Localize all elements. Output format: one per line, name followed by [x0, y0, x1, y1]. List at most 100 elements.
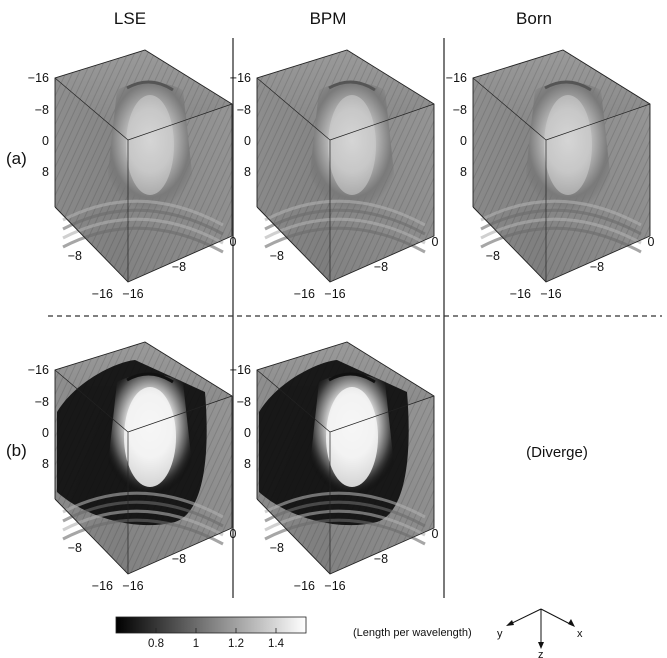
left-axis-tick-label: −16	[294, 579, 315, 593]
ripple-ring	[264, 226, 426, 254]
vertical-tick-label: −16	[446, 71, 467, 85]
vertical-tick-label: −8	[35, 395, 49, 409]
cube-edge	[256, 369, 331, 433]
beam-core	[126, 95, 174, 195]
right-axis-tick-label: −16	[540, 287, 561, 301]
left-axis-tick-label: −8	[68, 249, 82, 263]
ripple-ring	[62, 199, 224, 227]
row-label-b: (b)	[6, 441, 27, 460]
colorbar-tick-label: 1.2	[228, 638, 244, 650]
colorbar-tick-label: 1.4	[268, 638, 285, 650]
beam-top-arc	[544, 80, 592, 92]
beam-top-arc	[328, 80, 376, 92]
left-axis-tick-label: −16	[294, 287, 315, 301]
right-axis-tick-label: 0	[432, 527, 439, 541]
ripple-ring	[480, 226, 642, 254]
vertical-tick-label: 0	[460, 134, 467, 148]
left-axis-tick-label: −8	[68, 541, 82, 555]
vertical-tick-label: −16	[28, 71, 49, 85]
right-axis-tick-label: 0	[432, 235, 439, 249]
vertical-tick-label: −8	[453, 103, 467, 117]
panel-b-bpm: −16 −8 0 8 −8 −16 0 −8 −16	[230, 341, 439, 593]
cube-edge	[127, 103, 233, 141]
column-title-bpm: BPM	[310, 9, 347, 28]
right-axis-tick-label: −16	[122, 579, 143, 593]
vertical-tick-label: 0	[42, 134, 49, 148]
right-axis-tick-label: 0	[230, 235, 237, 249]
left-axis-tick-label: −8	[270, 249, 284, 263]
column-title-lse: LSE	[114, 9, 146, 28]
axis-arrow-y	[507, 608, 542, 626]
right-axis-tick-label: −16	[122, 287, 143, 301]
right-axis-tick-label: 0	[648, 235, 655, 249]
beam-top-arc	[126, 372, 174, 384]
ripple-ring	[62, 226, 224, 254]
cube-edge	[54, 77, 129, 141]
axis-label-y: y	[497, 628, 503, 640]
ripple-ring	[264, 199, 426, 227]
beam-core	[326, 387, 378, 487]
left-axis-tick-label: −8	[486, 249, 500, 263]
row-label-a: (a)	[6, 149, 27, 168]
beam-core	[544, 95, 592, 195]
cube-edge	[472, 77, 547, 141]
right-axis-tick-label: −8	[374, 260, 388, 274]
right-axis-tick-label: −8	[172, 552, 186, 566]
axis-label-x: x	[577, 628, 583, 640]
ripple-ring	[264, 491, 426, 519]
column-title-born: Born	[516, 9, 552, 28]
ripple-ring	[264, 500, 426, 528]
diverge-note: (Diverge)	[526, 444, 588, 461]
ripple-ring	[480, 199, 642, 227]
left-axis-tick-label: −16	[92, 287, 113, 301]
colorbar-tick-label: 1	[193, 638, 199, 650]
panel-b-lse: −16 −8 0 8 −8 −16 0 −8 −16	[28, 341, 237, 593]
right-axis-tick-label: −16	[324, 287, 345, 301]
vertical-tick-label: 0	[244, 426, 251, 440]
ripple-ring	[62, 500, 224, 528]
units-label: (Length per wavelength)	[353, 627, 472, 639]
beam-core	[328, 95, 376, 195]
right-axis-tick-label: −8	[172, 260, 186, 274]
ripple-ring	[264, 518, 426, 546]
vertical-tick-label: 8	[244, 457, 251, 471]
cube-edge	[127, 395, 233, 433]
cube-edge	[256, 77, 331, 141]
axis-arrow-x	[540, 608, 573, 626]
cube-edge	[329, 395, 435, 433]
axis-arrowhead-x	[568, 619, 575, 627]
ripple-ring	[264, 208, 426, 236]
cube-edge	[54, 369, 129, 433]
vertical-tick-label: −8	[237, 103, 251, 117]
panel-a-born: −16 −8 0 8 −8 −16 0 −8 −16	[446, 49, 655, 301]
beam-top-arc	[328, 372, 376, 384]
right-axis-tick-label: −16	[324, 579, 345, 593]
left-axis-tick-label: −16	[510, 287, 531, 301]
cube-edge	[545, 103, 651, 141]
vertical-tick-label: 8	[42, 165, 49, 179]
right-axis-tick-label: −8	[374, 552, 388, 566]
beam-top-arc	[126, 80, 174, 92]
axis-arrowhead-z	[538, 642, 544, 649]
colorbar: 0.8 1 1.2 1.4	[115, 616, 307, 650]
vertical-tick-label: −16	[28, 363, 49, 377]
colorbar-tick-label: 0.8	[148, 638, 164, 650]
vertical-tick-label: 0	[42, 426, 49, 440]
vertical-tick-label: 8	[42, 457, 49, 471]
left-axis-tick-label: −8	[270, 541, 284, 555]
axis-arrowhead-y	[506, 620, 514, 626]
ripple-ring	[62, 208, 224, 236]
panel-a-lse: −16 −8 0 8 −8 −16 0 −8 −16	[28, 49, 237, 301]
vertical-tick-label: −16	[230, 363, 251, 377]
beam-core	[124, 387, 176, 487]
ripple-ring	[62, 491, 224, 519]
ripple-ring	[62, 217, 224, 245]
right-axis-tick-label: 0	[230, 527, 237, 541]
right-axis-tick-label: −8	[590, 260, 604, 274]
colorbar-gradient	[115, 616, 307, 634]
vertical-tick-label: 8	[244, 165, 251, 179]
ripple-ring	[264, 217, 426, 245]
axis-orientation-indicator: y z x	[497, 608, 583, 658]
vertical-tick-label: 8	[460, 165, 467, 179]
